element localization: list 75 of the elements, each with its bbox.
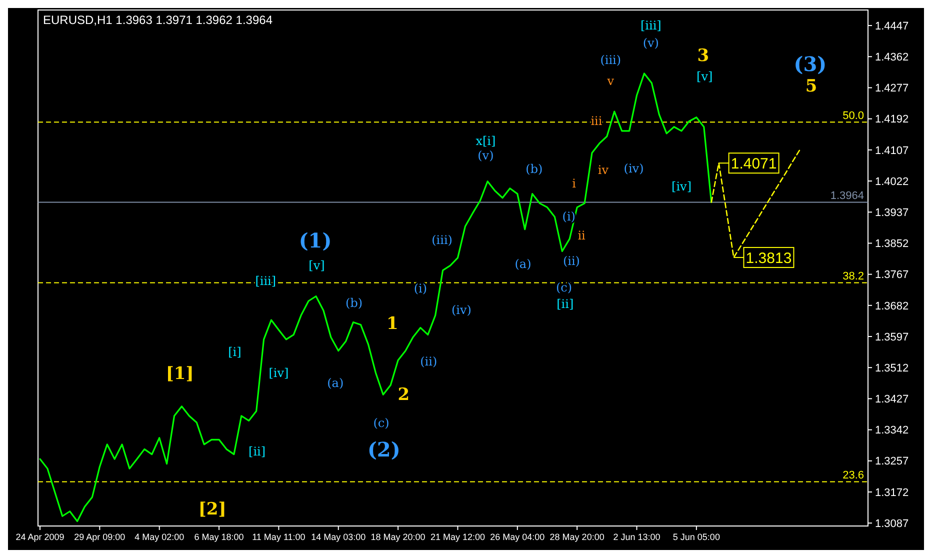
annotation: [2] bbox=[198, 499, 226, 520]
y-tick-label: 1.3597 bbox=[875, 331, 909, 344]
annotation: [ii] bbox=[556, 297, 574, 312]
annotation: i bbox=[572, 176, 576, 190]
annotation: [iii] bbox=[640, 18, 662, 33]
line-series bbox=[39, 72, 712, 522]
annotation: (1) bbox=[298, 228, 332, 253]
annotation: (ii) bbox=[562, 254, 580, 268]
annotation: (v) bbox=[642, 36, 660, 50]
annotation: 5 bbox=[805, 76, 818, 96]
y-tick-label: 1.3172 bbox=[875, 486, 909, 499]
x-tick-label: 11 May 11:00 bbox=[252, 532, 306, 542]
y-tick-label: 1.3257 bbox=[875, 456, 909, 468]
y-tick-label: 1.4277 bbox=[875, 82, 909, 95]
y-tick-label: 1.3937 bbox=[875, 206, 909, 219]
annotation: (c) bbox=[373, 416, 390, 430]
annotation: 38.2 bbox=[842, 270, 864, 283]
annotation: (3) bbox=[794, 52, 827, 76]
annotation: 1 bbox=[386, 314, 398, 334]
annotation: v bbox=[606, 74, 614, 88]
annotation: iv bbox=[598, 163, 609, 177]
annotation: 3 bbox=[697, 46, 710, 66]
annotation: 2 bbox=[398, 384, 410, 405]
y-tick-label: 1.3682 bbox=[875, 300, 909, 312]
x-tick-label: 21 May 12:00 bbox=[430, 532, 486, 542]
annotation: (v) bbox=[478, 148, 494, 163]
annotation: [1] bbox=[166, 364, 194, 384]
annotation: [v] bbox=[696, 69, 713, 84]
annotation: (ii) bbox=[420, 354, 438, 369]
annotation: (i) bbox=[562, 209, 576, 224]
annotation: [i] bbox=[228, 344, 242, 359]
y-tick-label: 1.3512 bbox=[875, 362, 909, 374]
y-tick-label: 1.3087 bbox=[875, 518, 909, 530]
y-tick-label: 1.3427 bbox=[875, 394, 909, 406]
x-tick-label: 4 May 02:00 bbox=[134, 532, 184, 542]
annotation: [iv] bbox=[672, 179, 692, 194]
annotation: [iv] bbox=[268, 366, 289, 380]
data-label: 1.4071 bbox=[730, 156, 777, 173]
x-tick-label: 29 Apr 09:00 bbox=[74, 532, 126, 542]
y-tick-label: 1.3767 bbox=[875, 269, 909, 282]
x-tick-label: 5 Jun 05:00 bbox=[672, 532, 720, 542]
data-label: 1.3813 bbox=[746, 250, 792, 267]
y-tick-label: 1.4447 bbox=[875, 20, 909, 32]
annotation: (b) bbox=[346, 296, 363, 310]
annotation: (i) bbox=[414, 282, 428, 296]
annotation: x[i] bbox=[476, 134, 496, 148]
x-tick-label: 26 May 04:00 bbox=[490, 532, 545, 542]
y-tick-label: 1.4022 bbox=[875, 176, 909, 188]
x-tick-label: 28 May 20:00 bbox=[550, 532, 604, 542]
y-tick-label: 1.4107 bbox=[875, 144, 909, 157]
y-tick-label: 1.3852 bbox=[875, 238, 909, 250]
ref-line-label: 1.3964 bbox=[830, 190, 864, 202]
annotation: (a) bbox=[327, 376, 344, 390]
x-tick-label: 24 Apr 2009 bbox=[16, 532, 64, 542]
x-tick-label: 6 May 18:00 bbox=[194, 532, 244, 542]
annotation: (iii) bbox=[600, 53, 622, 67]
annotation: (c) bbox=[556, 280, 572, 295]
x-tick-label: 18 May 20:00 bbox=[370, 532, 426, 542]
annotation: 23.6 bbox=[842, 470, 864, 482]
x-tick-label: 14 May 03:00 bbox=[311, 532, 366, 542]
y-tick-label: 1.4362 bbox=[875, 51, 909, 64]
annotation: (b) bbox=[526, 162, 543, 176]
y-tick-label: 1.4192 bbox=[875, 114, 909, 126]
chart-title: EURUSD,H1 1.3963 1.3971 1.3962 1.3964 bbox=[43, 13, 273, 27]
annotation: ii bbox=[578, 228, 586, 242]
annotation: (iv) bbox=[451, 302, 472, 317]
annotation: [ii] bbox=[248, 444, 266, 459]
annotation: (iii) bbox=[432, 232, 453, 247]
x-tick-label: 2 Jun 13:00 bbox=[613, 532, 660, 542]
annotation: [v] bbox=[308, 258, 325, 273]
annotation: 50.0 bbox=[842, 110, 864, 122]
y-tick-label: 1.3342 bbox=[875, 424, 909, 437]
annotation: (iv) bbox=[624, 161, 644, 176]
annotation: (2) bbox=[367, 437, 400, 462]
annotation: (a) bbox=[514, 257, 532, 272]
